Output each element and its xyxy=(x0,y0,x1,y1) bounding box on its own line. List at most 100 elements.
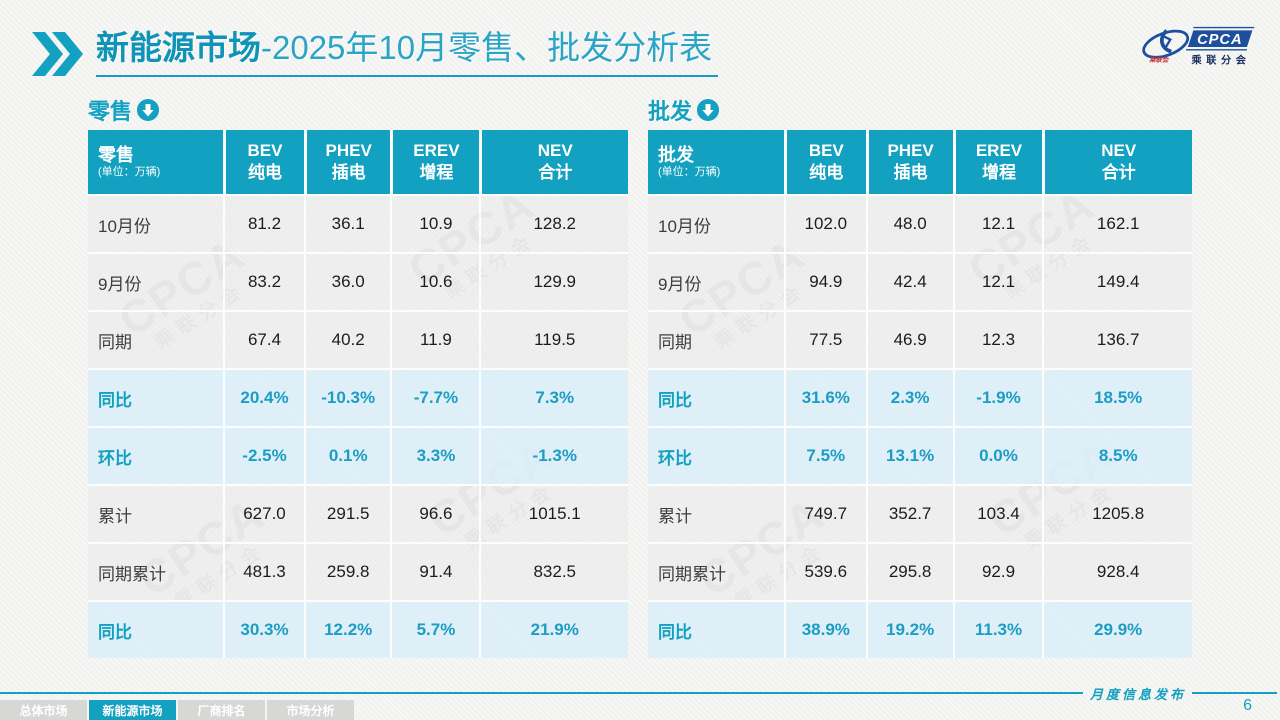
table-row: 同比 31.6% 2.3% -1.9% 18.5% xyxy=(648,368,1192,426)
cell-value: 295.8 xyxy=(865,542,953,600)
column-header: EREV 增程 xyxy=(952,130,1043,194)
table-row: 同比 20.4% -10.3% -7.7% 7.3% xyxy=(88,368,628,426)
cell-value: 11.3% xyxy=(952,600,1043,658)
table-row: 同期累计 539.6 295.8 92.9 928.4 xyxy=(648,542,1192,600)
cell-value: 30.3% xyxy=(223,600,304,658)
row-label: 10月份 xyxy=(648,194,784,252)
double-chevron-icon xyxy=(32,32,83,76)
cell-value: 36.0 xyxy=(304,252,391,310)
cell-value: 539.6 xyxy=(784,542,866,600)
column-header-text: PHEV xyxy=(887,140,934,160)
cell-value: -2.5% xyxy=(223,426,304,484)
cell-value: 11.9 xyxy=(390,310,480,368)
cell-value: 18.5% xyxy=(1042,368,1192,426)
row-label: 环比 xyxy=(88,426,223,484)
column-header-text: 插电 xyxy=(893,163,928,182)
table-row: 累计 627.0 291.5 96.6 1015.1 xyxy=(88,484,628,542)
column-header: NEV 合计 xyxy=(479,130,628,194)
row-label: 同期 xyxy=(648,310,784,368)
cell-value: 481.3 xyxy=(223,542,304,600)
logo-acronym: CPCA xyxy=(1197,32,1243,48)
column-header-text: 纯电 xyxy=(809,163,844,182)
table-row: 同比 38.9% 19.2% 11.3% 29.9% xyxy=(648,600,1192,658)
column-header-text: PHEV xyxy=(325,140,372,160)
cell-value: 40.2 xyxy=(304,310,391,368)
row-label: 10月份 xyxy=(88,194,223,252)
title-row: 新能源市场-2025年10月零售、批发分析表 xyxy=(32,29,719,78)
cell-value: 48.0 xyxy=(865,194,953,252)
cell-value: 36.1 xyxy=(304,194,391,252)
cell-value: 0.1% xyxy=(304,426,391,484)
cell-value: 2.3% xyxy=(865,368,953,426)
cell-value: 1205.8 xyxy=(1042,484,1192,542)
tab-2[interactable]: 厂商排名 xyxy=(178,700,265,720)
table-row: 9月份 83.2 36.0 10.6 129.9 xyxy=(88,252,628,310)
cell-value: 10.6 xyxy=(390,252,480,310)
cell-value: 129.9 xyxy=(479,252,628,310)
row-label: 同比 xyxy=(648,368,784,426)
footer-rule-left xyxy=(0,692,1083,694)
tab-0[interactable]: 总体市场 xyxy=(0,700,87,720)
table-corner: 批发 (单位：万辆) xyxy=(648,130,784,194)
column-header-text: BEV xyxy=(808,140,844,160)
cell-value: 19.2% xyxy=(865,600,953,658)
cell-value: -1.9% xyxy=(952,368,1043,426)
column-header: PHEV 插电 xyxy=(865,130,953,194)
table-row: 累计 749.7 352.7 103.4 1205.8 xyxy=(648,484,1192,542)
table-row: 环比 -2.5% 0.1% 3.3% -1.3% xyxy=(88,426,628,484)
cell-value: 259.8 xyxy=(304,542,391,600)
cell-value: 13.1% xyxy=(865,426,953,484)
row-label: 同比 xyxy=(88,600,223,658)
cell-value: 928.4 xyxy=(1042,542,1192,600)
cell-value: 627.0 xyxy=(223,484,304,542)
column-header-text: NEV xyxy=(1101,140,1137,160)
cell-value: 29.9% xyxy=(1042,600,1192,658)
footer-rule-right xyxy=(1192,692,1277,694)
row-label: 9月份 xyxy=(88,252,223,310)
section-label-text: 零售 xyxy=(88,99,133,124)
cell-value: 91.4 xyxy=(390,542,480,600)
table-row: 9月份 94.9 42.4 12.1 149.4 xyxy=(648,252,1192,310)
tab-1[interactable]: 新能源市场 xyxy=(89,700,176,720)
cell-value: 31.6% xyxy=(784,368,866,426)
cell-value: 81.2 xyxy=(223,194,304,252)
row-label: 同期 xyxy=(88,310,223,368)
cell-value: -1.3% xyxy=(479,426,628,484)
column-header: EREV 增程 xyxy=(390,130,480,194)
column-header-text: NEV xyxy=(537,140,573,160)
row-label: 同比 xyxy=(88,368,223,426)
cell-value: 21.9% xyxy=(479,600,628,658)
cell-value: 8.5% xyxy=(1042,426,1192,484)
column-header-text: 增程 xyxy=(982,163,1016,182)
table-row: 环比 7.5% 13.1% 0.0% 8.5% xyxy=(648,426,1192,484)
cell-value: 42.4 xyxy=(865,252,953,310)
table-row: 同期累计 481.3 259.8 91.4 832.5 xyxy=(88,542,628,600)
cell-value: 83.2 xyxy=(223,252,304,310)
cell-value: 832.5 xyxy=(479,542,628,600)
table-row: 同期 67.4 40.2 11.9 119.5 xyxy=(88,310,628,368)
cell-value: 94.9 xyxy=(784,252,866,310)
cell-value: 12.2% xyxy=(304,600,391,658)
column-header: BEV 纯电 xyxy=(784,130,866,194)
cell-value: 12.1 xyxy=(952,194,1043,252)
cell-value: 7.5% xyxy=(784,426,866,484)
row-label: 累计 xyxy=(648,484,784,542)
column-header: BEV 纯电 xyxy=(223,130,304,194)
cell-value: 102.0 xyxy=(784,194,866,252)
cell-value: 103.4 xyxy=(952,484,1043,542)
table-row: 同期 77.5 46.9 12.3 136.7 xyxy=(648,310,1192,368)
bottom-tab-bar: 总体市场 新能源市场 厂商排名 市场分析 xyxy=(0,700,354,720)
tab-3[interactable]: 市场分析 xyxy=(267,700,354,720)
column-header-text: EREV xyxy=(975,140,1023,160)
cell-value: 38.9% xyxy=(784,600,866,658)
column-header-text: 插电 xyxy=(331,163,366,182)
table-row: 10月份 81.2 36.1 10.9 128.2 xyxy=(88,194,628,252)
cell-value: 77.5 xyxy=(784,310,866,368)
column-header-text: EREV xyxy=(413,140,460,160)
cell-value: 12.3 xyxy=(952,310,1043,368)
